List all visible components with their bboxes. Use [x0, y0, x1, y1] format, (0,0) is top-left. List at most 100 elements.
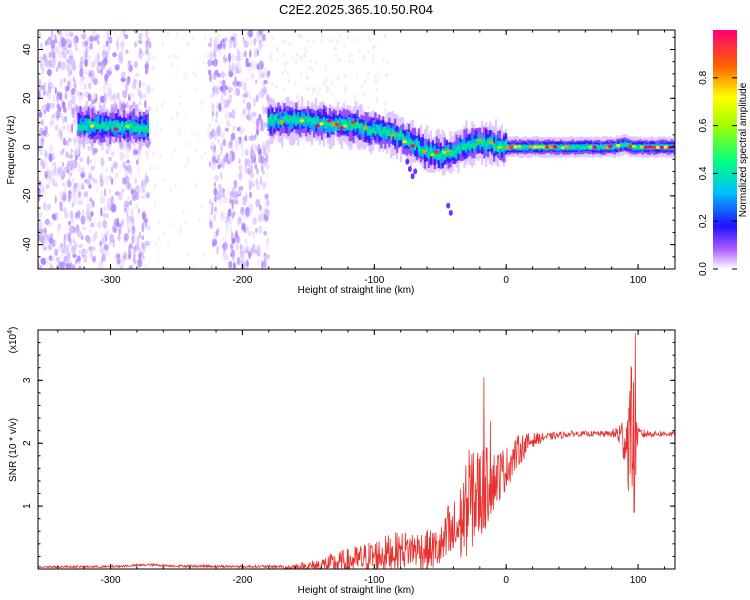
ridge-cell	[144, 125, 147, 132]
noise-speckle	[67, 80, 71, 90]
noise-speckle	[128, 253, 131, 260]
noise-speckle	[369, 38, 372, 43]
noise-speckle	[121, 100, 126, 108]
noise-speckle	[38, 90, 41, 100]
noise-speckle	[242, 195, 247, 206]
noise-speckle	[71, 245, 77, 254]
noise-speckle	[147, 53, 151, 63]
noise-speckle	[215, 85, 220, 96]
noise-speckle	[146, 240, 152, 246]
ridge-cell	[435, 150, 438, 157]
ridge-cell	[328, 119, 331, 134]
noise-speckle	[212, 58, 218, 67]
ridge-cell	[461, 138, 464, 150]
noise-speckle	[38, 211, 43, 219]
noise-speckle	[40, 137, 44, 143]
ridge-hotspot	[434, 150, 439, 154]
noise-speckle	[49, 262, 54, 269]
noise-speckle	[135, 186, 140, 193]
noise-speckle	[47, 234, 49, 241]
noise-speckle	[44, 160, 48, 166]
noise-speckle	[75, 109, 79, 119]
noise-speckle	[216, 127, 222, 137]
noise-speckle	[106, 83, 112, 93]
noise-speckle	[132, 80, 137, 90]
noise-speckle	[69, 160, 72, 170]
noise-speckle	[215, 229, 219, 236]
noise-speckle	[64, 211, 68, 219]
noise-speckle	[228, 111, 232, 119]
noise-speckle	[158, 253, 161, 259]
noise-speckle	[68, 155, 73, 160]
noise-speckle	[187, 41, 190, 47]
ridge-cell	[621, 142, 624, 146]
noise-speckle	[264, 208, 268, 216]
noise-speckle	[264, 160, 267, 167]
noise-speckle	[313, 87, 316, 92]
noise-speckle	[106, 30, 111, 39]
noise-speckle	[55, 212, 59, 219]
noise-speckle	[144, 100, 147, 109]
noise-speckle	[120, 265, 124, 269]
noise-speckle	[91, 93, 97, 100]
noise-speckle	[367, 106, 371, 111]
noise-speckle	[134, 177, 137, 184]
noise-speckle	[82, 249, 86, 256]
x-tick-label: -200	[232, 575, 252, 586]
noise-speckle	[256, 30, 262, 38]
ridge-hotspot	[362, 126, 368, 130]
noise-speckle	[140, 49, 143, 55]
noise-speckle	[97, 69, 102, 74]
noise-speckle	[126, 215, 130, 224]
noise-speckle	[244, 192, 248, 201]
noise-speckle	[327, 87, 330, 92]
noise-speckle	[325, 89, 329, 94]
noise-speckle	[73, 38, 77, 47]
noise-speckle	[67, 124, 73, 133]
noise-speckle	[93, 179, 98, 184]
noise-speckle	[300, 55, 303, 60]
noise-speckle	[242, 221, 246, 228]
noise-speckle	[52, 177, 56, 186]
noise-speckle	[57, 30, 62, 36]
ridge-cell	[495, 145, 498, 152]
noise-speckle	[210, 264, 213, 269]
noise-speckle	[223, 99, 228, 110]
tail-blob	[407, 166, 412, 172]
noise-speckle	[88, 184, 92, 189]
noise-speckle	[204, 35, 207, 40]
noise-speckle	[275, 45, 279, 50]
ridge-hotspot	[497, 145, 502, 149]
noise-speckle	[245, 206, 251, 217]
x-tick-label: 0	[503, 275, 509, 286]
noise-speckle	[266, 237, 270, 245]
ridge-cell	[305, 115, 308, 121]
noise-speckle	[76, 91, 80, 97]
noise-speckle	[241, 222, 245, 231]
noise-speckle	[144, 63, 149, 70]
noise-speckle	[228, 52, 232, 63]
ridge-cell	[483, 139, 486, 150]
noise-speckle	[384, 110, 387, 115]
noise-speckle	[46, 68, 52, 77]
ridge-cell	[348, 120, 351, 126]
noise-speckle	[64, 85, 66, 90]
noise-speckle	[77, 162, 81, 173]
noise-speckle	[172, 222, 175, 227]
ridge-hotspot	[548, 145, 554, 150]
noise-speckle	[244, 91, 249, 98]
ridge-cell	[360, 122, 363, 128]
noise-speckle	[123, 234, 128, 244]
noise-speckle	[174, 184, 177, 189]
noise-speckle	[124, 200, 128, 206]
noise-speckle	[232, 81, 237, 86]
ridge-hotspot	[446, 149, 451, 153]
noise-speckle	[139, 251, 144, 258]
noise-speckle	[258, 225, 263, 234]
noise-speckle	[133, 79, 138, 84]
noise-speckle	[344, 85, 347, 90]
noise-speckle	[263, 263, 267, 269]
noise-speckle	[84, 248, 90, 254]
ridge-cell	[473, 143, 476, 150]
ridge-cell	[277, 119, 280, 125]
